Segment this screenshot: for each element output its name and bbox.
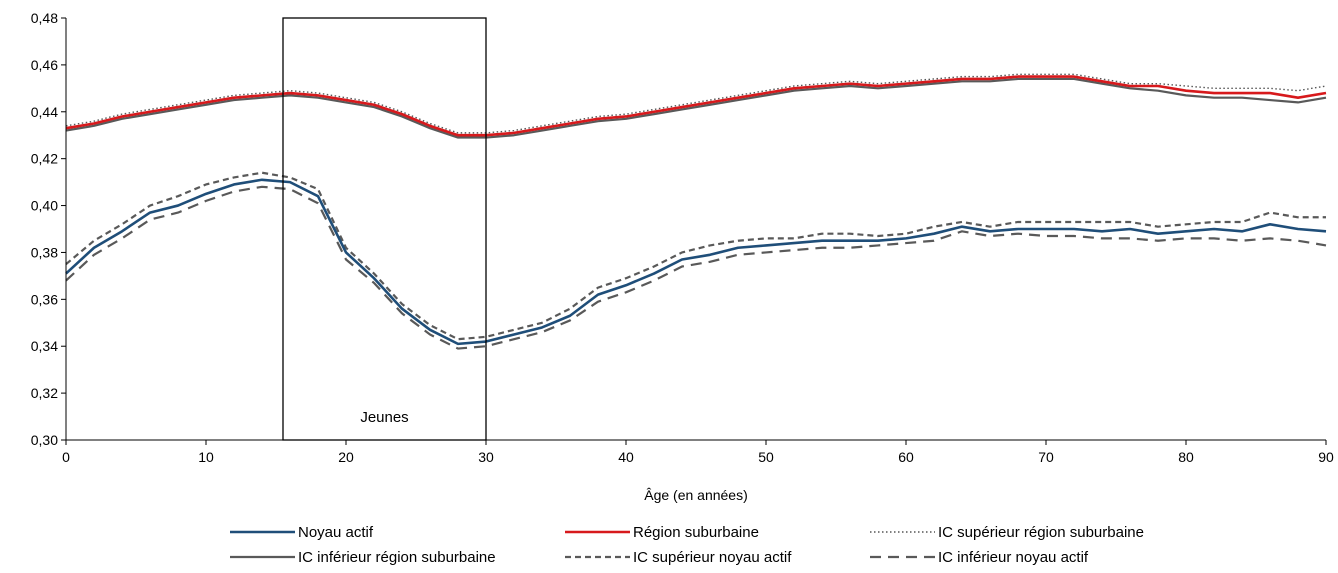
x-tick-label: 80 <box>1178 449 1194 465</box>
x-tick-label: 0 <box>62 449 70 465</box>
series-line-4 <box>65 171 1326 341</box>
series-line-5 <box>65 185 1327 350</box>
legend-label-5: IC inférieur noyau actif <box>938 549 1089 566</box>
series-line-1 <box>65 75 1327 137</box>
x-axis-title: Âge (en années) <box>644 487 748 503</box>
y-tick-label: 0,36 <box>31 291 58 307</box>
series-line-0 <box>65 178 1327 346</box>
y-tick-label: 0,32 <box>31 385 58 401</box>
x-tick-label: 60 <box>898 449 914 465</box>
y-ticks: 0,30 0,32 0,34 0,36 0,38 0,40 0,42 0,44 0,46 0,48 <box>31 10 66 448</box>
annotation-jeunes: Jeunes <box>282 17 487 441</box>
x-tick-label: 90 <box>1318 449 1334 465</box>
y-tick-label: 0,48 <box>31 10 58 26</box>
y-tick-label: 0,40 <box>31 198 58 214</box>
annotation-label: Jeunes <box>360 409 408 426</box>
legend-label-0: Noyau actif <box>298 524 374 541</box>
y-tick-label: 0,34 <box>31 338 58 354</box>
series-line-3 <box>65 77 1327 139</box>
legend-label-3: IC inférieur région suburbaine <box>298 549 496 566</box>
x-tick-label: 10 <box>198 449 214 465</box>
y-tick-label: 0,30 <box>31 432 58 448</box>
x-tick-label: 30 <box>478 449 494 465</box>
legend-label-2: IC supérieur région suburbaine <box>938 524 1144 541</box>
x-tick-label: 20 <box>338 449 354 465</box>
axes <box>65 18 1326 441</box>
series-line-2 <box>65 73 1327 134</box>
y-tick-label: 0,44 <box>31 104 58 120</box>
y-tick-label: 0,38 <box>31 244 58 260</box>
legend-label-1: Région suburbaine <box>633 524 759 541</box>
series-layer <box>65 73 1327 350</box>
x-tick-label: 40 <box>618 449 634 465</box>
x-tick-label: 50 <box>758 449 774 465</box>
y-tick-label: 0,46 <box>31 57 58 73</box>
y-tick-label: 0,42 <box>31 151 58 167</box>
legend-label-4: IC supérieur noyau actif <box>633 549 792 566</box>
x-ticks: 0 10 20 30 40 50 60 70 80 90 <box>62 440 1334 465</box>
legend: Noyau actif Région suburbaine IC supérieur… <box>230 524 1144 566</box>
x-tick-label: 70 <box>1038 449 1054 465</box>
annotation-box <box>282 17 487 441</box>
